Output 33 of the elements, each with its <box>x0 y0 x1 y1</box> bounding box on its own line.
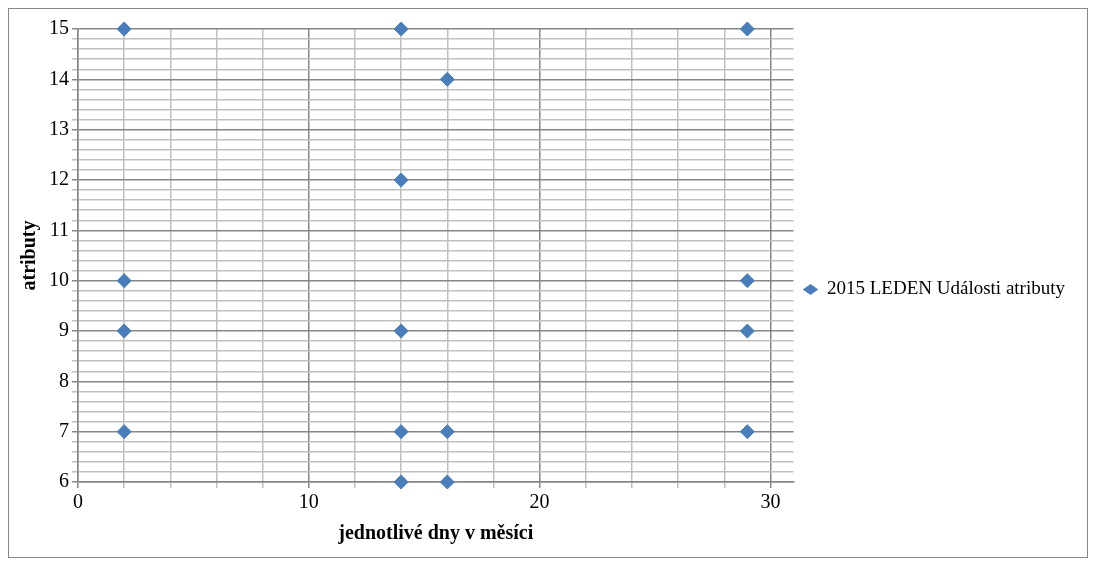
x-tick-label: 20 <box>529 490 550 513</box>
point <box>116 323 132 339</box>
y-tick-label: 7 <box>59 418 69 441</box>
point <box>739 323 755 339</box>
y-axis-title: atributy <box>17 220 41 291</box>
point <box>393 424 409 440</box>
y-tick-label: 13 <box>49 116 69 139</box>
point <box>393 323 409 339</box>
y-tick-label: 11 <box>49 217 69 240</box>
y-tick-label: 15 <box>49 16 69 39</box>
x-tick-label: 30 <box>760 490 781 513</box>
point <box>739 21 755 37</box>
x-tick-label: 10 <box>298 490 319 513</box>
point <box>439 71 455 87</box>
y-tick-label: 12 <box>49 167 69 190</box>
y-tick-label: 6 <box>59 469 69 492</box>
point <box>739 273 755 289</box>
point <box>439 424 455 440</box>
point <box>116 424 132 440</box>
point <box>439 474 455 490</box>
point <box>393 172 409 188</box>
point <box>393 474 409 490</box>
point <box>116 21 132 37</box>
y-tick-label: 9 <box>59 318 69 341</box>
point <box>116 273 132 289</box>
legend-label: 2015 LEDEN Události atributy <box>827 277 1066 299</box>
point <box>739 424 755 440</box>
x-axis-title: jednotlivé dny v měsíci <box>337 521 534 545</box>
y-tick-label: 14 <box>49 66 69 89</box>
y-tick-label: 8 <box>59 368 69 391</box>
y-tick-label: 10 <box>49 267 69 290</box>
x-tick-label: 0 <box>73 490 83 513</box>
point <box>393 21 409 37</box>
